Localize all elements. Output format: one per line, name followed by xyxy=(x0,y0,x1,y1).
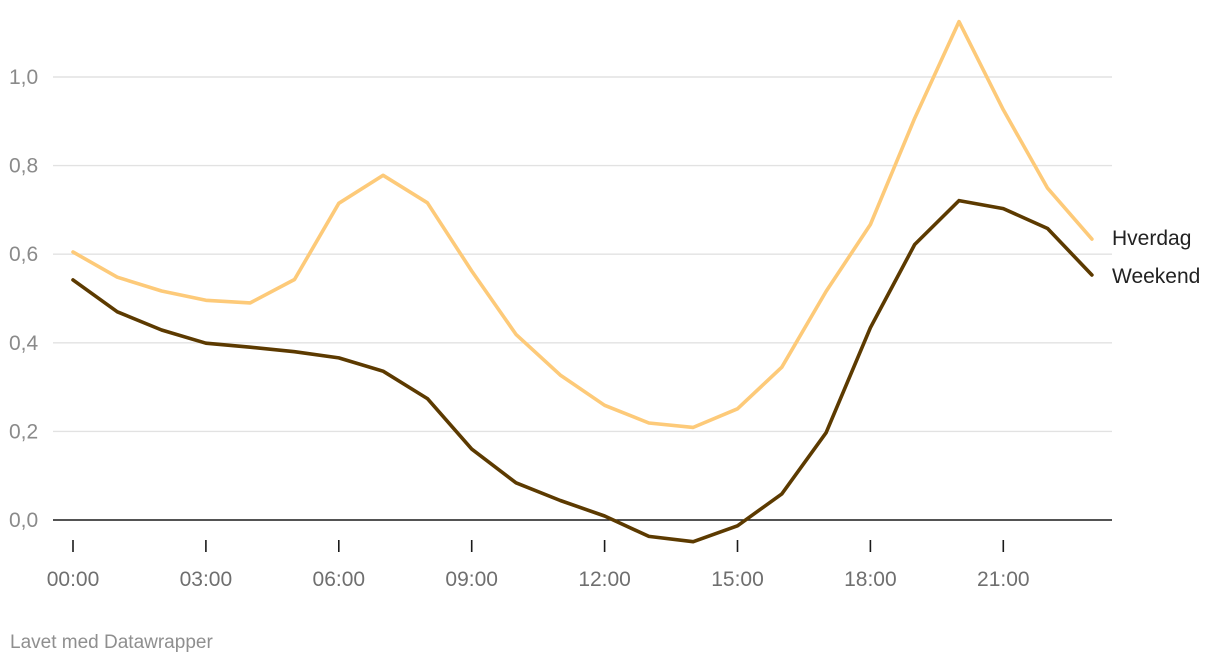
y-tick-label: 0,0 xyxy=(9,509,38,532)
y-axis-ticks: 0,0 0,2 0,4 0,6 0,8 1,0 xyxy=(9,66,39,532)
series-labels: Hverdag Weekend xyxy=(1112,227,1200,288)
y-tick-label: 0,4 xyxy=(9,332,39,355)
x-tick-label: 00:00 xyxy=(47,568,100,591)
series-line-hverdag xyxy=(71,19,1094,430)
series-lines xyxy=(71,19,1094,544)
x-tick-label: 15:00 xyxy=(711,568,764,591)
x-tick-label: 12:00 xyxy=(578,568,631,591)
y-gridlines xyxy=(53,76,1112,433)
x-tick-label: 21:00 xyxy=(977,568,1030,591)
x-axis-ticks: 00:00 03:00 06:00 09:00 12:00 15:00 18:00 21:00 xyxy=(47,540,1030,591)
y-tick-label: 1,0 xyxy=(9,66,38,89)
x-tick-label: 09:00 xyxy=(445,568,498,591)
x-tick-label: 06:00 xyxy=(313,568,366,591)
series-label-hverdag: Hverdag xyxy=(1112,227,1191,250)
credit-text: Lavet med Datawrapper xyxy=(10,632,213,653)
y-tick-label: 0,2 xyxy=(9,420,38,443)
series-line-weekend xyxy=(71,198,1094,544)
y-tick-label: 0,6 xyxy=(9,243,38,266)
series-label-weekend: Weekend xyxy=(1112,265,1200,288)
x-tick-label: 03:00 xyxy=(180,568,233,591)
y-tick-label: 0,8 xyxy=(9,155,38,178)
x-tick-label: 18:00 xyxy=(844,568,897,591)
